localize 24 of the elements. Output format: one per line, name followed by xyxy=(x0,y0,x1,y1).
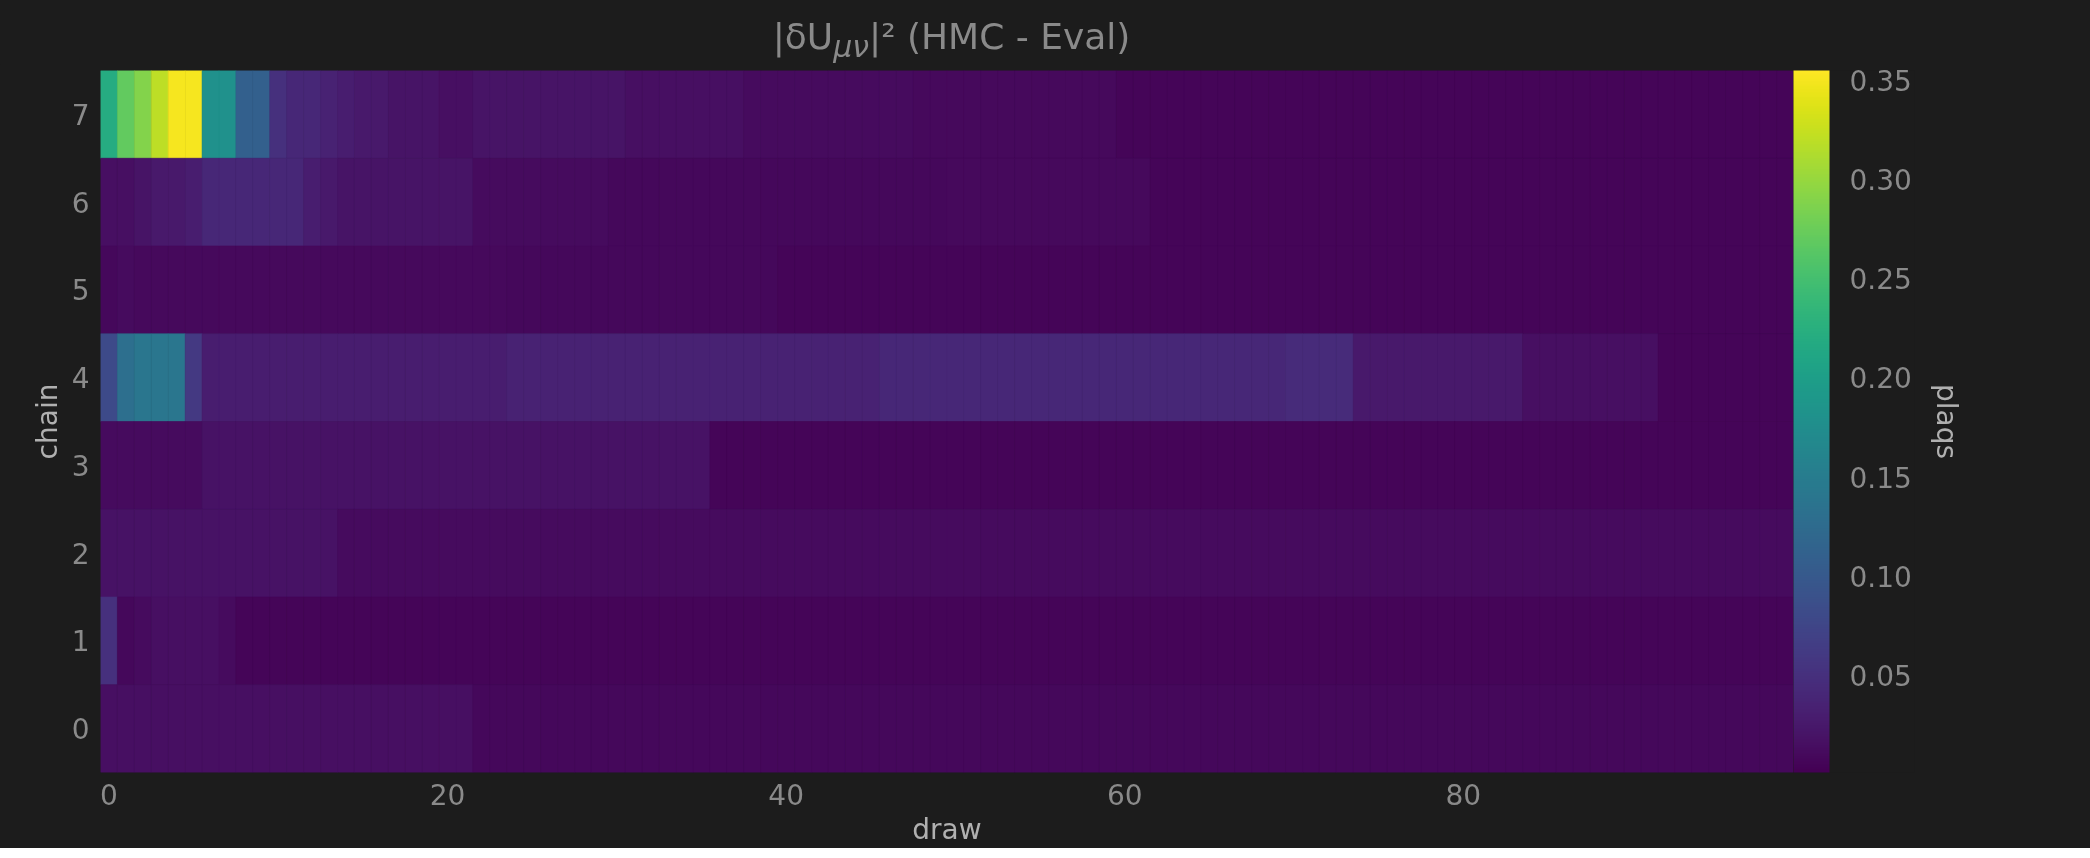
y-tick-label: 2 xyxy=(71,537,90,571)
x-tick-label: 80 xyxy=(1445,778,1482,812)
y-tick-label: 6 xyxy=(71,186,90,220)
y-axis-title: chain xyxy=(30,383,64,460)
color-bar-label: 0.25 xyxy=(1849,263,1912,297)
color-bar-title: plaqs xyxy=(1929,383,1963,460)
color-bar-label: 0.30 xyxy=(1849,164,1912,198)
y-tick-label: 4 xyxy=(71,362,90,396)
x-tick-label: 0 xyxy=(100,778,118,812)
x-tick-label: 60 xyxy=(1106,778,1143,812)
y-tick-label: 0 xyxy=(71,713,90,747)
color-bar-label: 0.35 xyxy=(1849,64,1912,98)
color-bar-label: 0.15 xyxy=(1849,461,1912,495)
y-tick-label: 7 xyxy=(71,98,90,132)
y-tick-label: 1 xyxy=(71,625,90,659)
color-bar-label: 0.05 xyxy=(1849,659,1912,693)
y-tick-label: 3 xyxy=(71,449,90,483)
x-axis-title: draw xyxy=(912,812,982,846)
color-bar-label: 0.10 xyxy=(1849,560,1912,594)
x-tick-label: 40 xyxy=(768,778,804,812)
chart-title: |δU$_{μν}$|² (HMC - Eval) xyxy=(771,15,1132,67)
x-tick-label: 20 xyxy=(429,778,466,812)
y-tick-label: 5 xyxy=(71,274,90,308)
color-bar-label: 0.20 xyxy=(1849,362,1912,396)
